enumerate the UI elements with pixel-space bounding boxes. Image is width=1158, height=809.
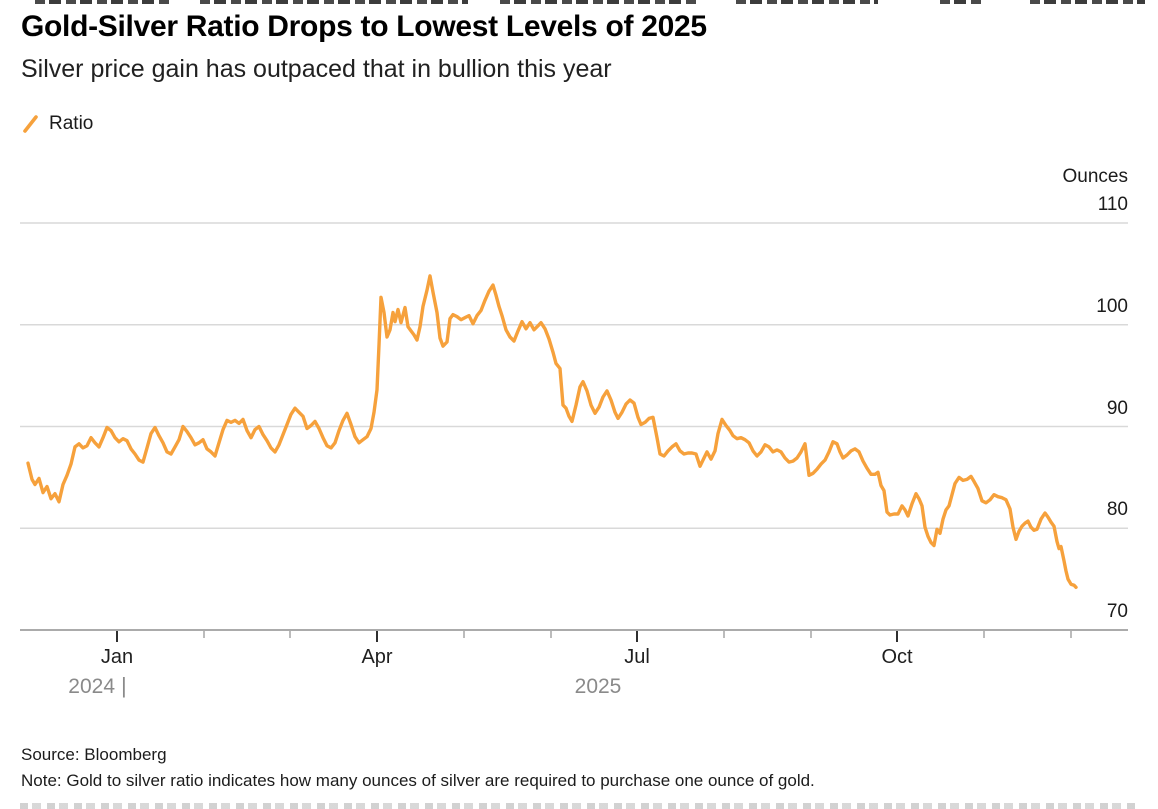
x-tick-label-jul: Jul <box>624 646 650 668</box>
y-tick-label-70: 70 <box>1106 601 1128 622</box>
x-tick-label-oct: Oct <box>881 646 913 668</box>
clipped-text-remnant-top <box>0 0 1158 4</box>
y-axis-unit-label: Ounces <box>1062 166 1128 187</box>
legend-label-ratio: Ratio <box>49 113 94 134</box>
chart-note: Note: Gold to silver ratio indicates how… <box>21 771 815 790</box>
page-title: Gold-Silver Ratio Drops to Lowest Levels… <box>21 10 707 43</box>
clipped-text-remnant-bottom <box>20 803 1135 809</box>
legend: Ratio <box>22 113 93 135</box>
x-tick-label-apr: Apr <box>361 646 393 668</box>
x-axis-year-2024: 2024 <box>68 675 115 698</box>
x-axis-year-2025: 2025 <box>574 675 622 698</box>
ratio-line-swatch-icon <box>23 115 38 133</box>
y-tick-label-90: 90 <box>1106 397 1128 419</box>
y-tick-label-110: 110 <box>1097 194 1128 215</box>
chart-subtitle: Silver price gain has outpaced that in b… <box>21 55 612 83</box>
year-divider-bar: | <box>121 673 127 698</box>
x-tick-label-jan: Jan <box>100 646 134 668</box>
y-tick-label-80: 80 <box>1106 499 1128 521</box>
y-tick-label-100: 100 <box>1096 295 1128 317</box>
source-credit: Source: Bloomberg <box>21 745 167 764</box>
